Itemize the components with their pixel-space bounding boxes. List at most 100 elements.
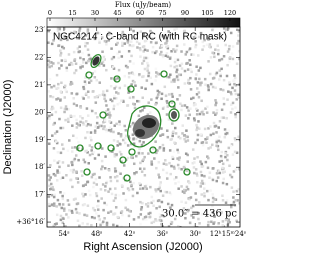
noise-pixel: [161, 107, 165, 110]
noise-pixel: [60, 59, 64, 62]
noise-pixel: [61, 161, 65, 164]
contour: [85, 71, 93, 79]
noise-pixel: [207, 60, 210, 63]
noise-pixel: [214, 101, 218, 105]
noise-pixel: [170, 101, 174, 104]
noise-pixel: [85, 124, 89, 128]
noise-pixel: [222, 116, 225, 119]
noise-pixel: [188, 221, 192, 225]
noise-pixel: [154, 189, 158, 193]
noise-pixel: [55, 130, 59, 133]
noise-pixel: [184, 189, 187, 192]
noise-pixel: [187, 180, 190, 183]
noise-pixel: [162, 149, 166, 152]
noise-pixel: [188, 113, 191, 117]
noise-pixel: [238, 130, 240, 133]
noise-pixel: [161, 55, 165, 59]
noise-pixel: [137, 216, 140, 219]
noise-pixel: [98, 64, 101, 67]
noise-pixel: [87, 161, 90, 165]
noise-pixel: [76, 177, 80, 180]
contour: [127, 85, 135, 93]
noise-pixel: [128, 209, 131, 213]
noise-pixel: [75, 92, 79, 96]
noise-pixel: [228, 173, 232, 177]
noise-pixel: [132, 137, 135, 141]
noise-pixel: [208, 171, 212, 174]
noise-pixel: [47, 59, 50, 63]
noise-pixel: [119, 134, 123, 138]
noise-pixel: [202, 44, 206, 48]
noise-pixel: [216, 144, 220, 148]
noise-pixel: [97, 208, 100, 211]
noise-pixel: [232, 196, 235, 199]
noise-pixel: [71, 185, 74, 189]
colorbar-label: Flux (uJy/beam): [115, 1, 172, 9]
noise-pixel: [175, 70, 178, 74]
noise-pixel: [180, 104, 184, 108]
noise-pixel: [97, 214, 101, 218]
noise-pixel: [102, 93, 106, 97]
noise-pixel: [139, 187, 142, 191]
noise-pixel: [214, 72, 218, 76]
noise-pixel: [208, 43, 212, 46]
noise-pixel: [131, 79, 135, 83]
noise-pixel: [173, 106, 176, 109]
noise-pixel: [72, 50, 76, 54]
noise-pixel: [78, 50, 82, 53]
noise-pixel: [226, 63, 229, 67]
noise-pixel: [225, 116, 228, 120]
noise-pixel: [149, 41, 153, 44]
noise-pixel: [217, 148, 220, 152]
noise-pixel: [111, 150, 114, 153]
noise-pixel: [79, 120, 82, 124]
noise-pixel: [147, 35, 151, 38]
noise-pixel: [176, 98, 179, 101]
noise-pixel: [58, 202, 61, 206]
noise-pixel: [114, 206, 118, 209]
noise-pixel: [138, 42, 141, 46]
noise-pixel: [58, 165, 61, 169]
noise-pixel: [120, 160, 123, 164]
noise-pixel: [227, 47, 231, 51]
noise-pixel: [52, 39, 55, 42]
noise-pixel: [225, 182, 229, 186]
noise-pixel: [137, 100, 141, 103]
noise-pixel: [70, 92, 74, 95]
noise-pixel: [166, 210, 170, 213]
noise-pixel: [146, 113, 150, 116]
noise-pixel: [59, 218, 63, 222]
noise-pixel: [178, 64, 182, 67]
noise-pixel: [173, 167, 176, 170]
contour: [99, 111, 107, 119]
noise-pixel: [53, 193, 57, 197]
noise-pixel: [187, 117, 190, 120]
noise-pixel: [183, 104, 187, 107]
emission: [92, 56, 177, 140]
noise-pixel: [60, 143, 64, 146]
noise-pixel: [73, 71, 76, 75]
noise-pixel: [151, 50, 154, 54]
noise-pixel: [88, 56, 92, 59]
noise-pixel: [147, 71, 151, 75]
noise-pixel: [171, 155, 174, 159]
noise-pixel: [82, 36, 85, 39]
noise-pixel: [112, 104, 116, 108]
noise-pixel: [158, 46, 162, 50]
noise-pixel: [207, 85, 210, 89]
noise-pixel: [230, 205, 233, 209]
noise-pixel: [73, 58, 77, 61]
noise-pixel: [203, 194, 206, 198]
noise-pixel: [142, 45, 146, 48]
noise-pixel: [128, 60, 132, 63]
noise-pixel: [195, 87, 199, 90]
noise-pixel: [185, 50, 189, 54]
noise-pixel: [168, 57, 172, 60]
noise-pixel: [102, 57, 105, 61]
contour: [123, 174, 131, 182]
noise-pixel: [166, 44, 170, 48]
noise-pixel: [158, 213, 162, 216]
y-tick-label: +36°16′: [16, 218, 45, 226]
y-tick-label: 23′: [35, 26, 46, 34]
noise-pixel: [71, 163, 74, 167]
